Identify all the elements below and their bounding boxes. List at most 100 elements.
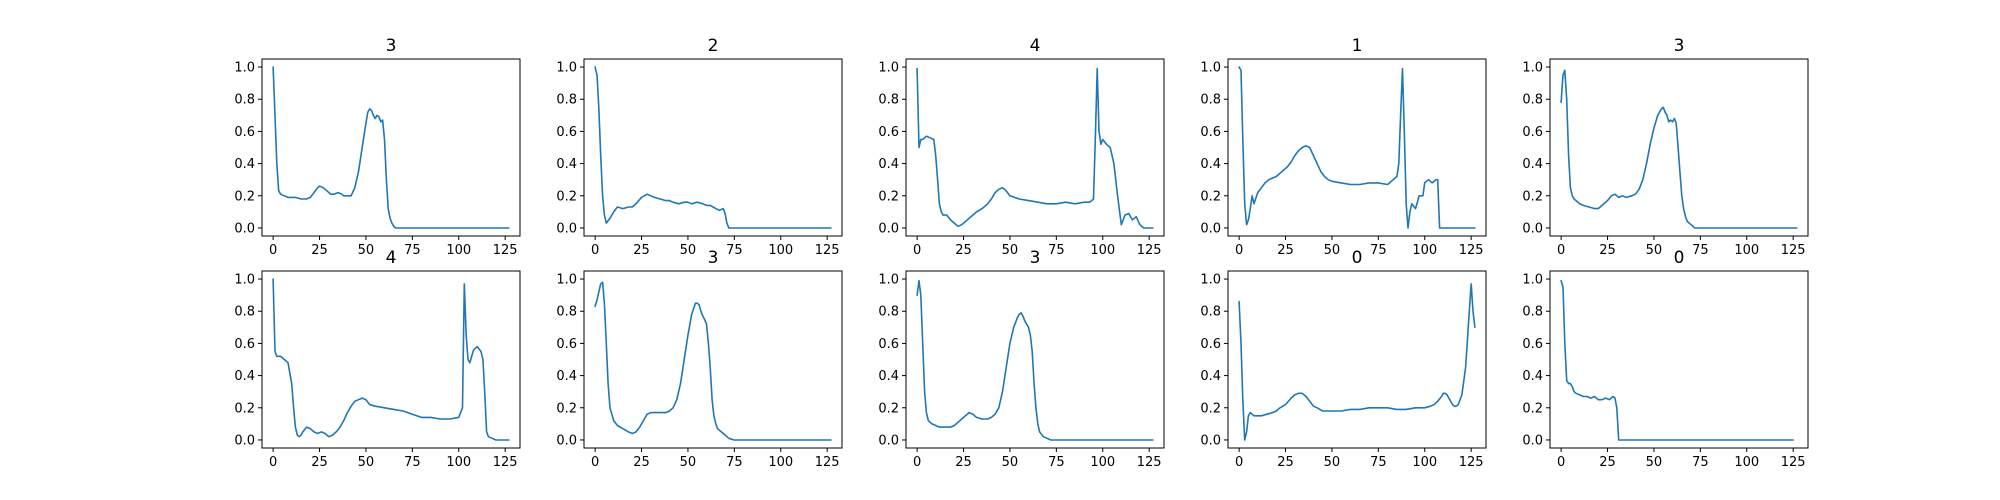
x-tick-label: 75 [1048,455,1065,470]
y-tick-label: 0.6 [1522,125,1543,140]
axes-frame [261,270,521,449]
x-tick-label: 0 [1557,243,1565,258]
series-line [916,279,1154,441]
y-tick-label: 1.0 [878,61,899,76]
x-tick-label: 25 [311,243,328,258]
y-tick-label: 1.0 [1522,273,1543,288]
subplot-title: 3 [708,248,719,268]
x-tick-label: 25 [955,243,972,258]
y-tick-label: 0.2 [234,189,255,204]
series-line [916,67,1154,229]
x-tick-label: 75 [1692,243,1709,258]
y-tick-label: 0.6 [1200,125,1221,140]
x-tick-label: 125 [1781,243,1806,258]
y-tick-label: 0.2 [1522,189,1543,204]
subplot-5: 3 0.0 0.2 0.4 0.6 0.8 1.0 0 25 50 75 100 125 [1522,36,1809,258]
x-tick-label: 25 [1599,455,1616,470]
x-tick-label: 0 [1235,243,1243,258]
y-tick-label: 0.2 [556,189,577,204]
x-tick-label: 0 [1557,455,1565,470]
y-tick-label: 0.8 [1200,93,1221,108]
x-tick-label: 75 [1370,455,1387,470]
axes-frame [905,58,1165,237]
x-tick-label: 125 [815,455,840,470]
x-tick-label: 100 [1090,243,1115,258]
subplot-9: 0 0.0 0.2 0.4 0.6 0.8 1.0 0 25 50 75 100 125 [1200,248,1487,470]
y-tick-label: 0.4 [556,369,577,384]
x-tick-label: 0 [269,243,277,258]
x-tick-label: 125 [1459,455,1484,470]
subplot-7: 3 0.0 0.2 0.4 0.6 0.8 1.0 0 25 50 75 100 125 [556,248,843,470]
x-tick-label: 100 [1090,455,1115,470]
y-tick-label: 0.4 [1200,157,1221,172]
y-tick-label: 0.6 [556,125,577,140]
axes-frame [1549,270,1809,449]
y-tick-label: 0.6 [234,125,255,140]
subplot-title: 3 [386,36,397,56]
y-tick-label: 0.8 [1200,305,1221,320]
y-tick-label: 0.8 [556,93,577,108]
subplot-title: 4 [1030,36,1041,56]
x-tick-label: 125 [1137,455,1162,470]
x-tick-label: 25 [1277,243,1294,258]
y-tick-label: 0.4 [1200,369,1221,384]
x-tick-label: 25 [633,455,650,470]
x-tick-label: 50 [358,455,375,470]
x-tick-label: 125 [493,455,518,470]
axes-frame [1227,58,1487,237]
x-tick-label: 0 [913,243,921,258]
subplot-4: 1 0.0 0.2 0.4 0.6 0.8 1.0 0 25 50 75 100 125 [1200,36,1487,258]
x-tick-label: 100 [1412,243,1437,258]
x-tick-label: 125 [815,243,840,258]
x-tick-label: 50 [680,243,697,258]
x-tick-label: 75 [1692,455,1709,470]
y-tick-label: 0.2 [878,401,899,416]
x-tick-label: 50 [680,455,697,470]
subplot-8: 3 0.0 0.2 0.4 0.6 0.8 1.0 0 25 50 75 100 125 [878,248,1165,470]
x-tick-label: 25 [1599,243,1616,258]
x-tick-label: 50 [358,243,375,258]
y-tick-label: 0.0 [556,433,577,448]
x-tick-label: 0 [591,455,599,470]
x-tick-label: 50 [1646,455,1663,470]
y-tick-label: 0.0 [1522,433,1543,448]
y-tick-label: 0.8 [878,93,899,108]
y-tick-label: 1.0 [234,273,255,288]
axes-frame [583,270,843,449]
y-tick-label: 0.8 [234,305,255,320]
axes-frame [583,58,843,237]
y-tick-label: 1.0 [1522,61,1543,76]
x-tick-label: 0 [1235,455,1243,470]
y-tick-label: 0.4 [556,157,577,172]
y-tick-label: 0.2 [1200,401,1221,416]
x-tick-label: 50 [1324,455,1341,470]
x-tick-label: 100 [1734,243,1759,258]
y-tick-label: 0.6 [878,125,899,140]
y-tick-label: 0.8 [1522,305,1543,320]
x-tick-label: 0 [269,455,277,470]
x-tick-label: 100 [768,243,793,258]
y-tick-label: 1.0 [1200,61,1221,76]
axes-frame [1227,270,1487,449]
x-tick-label: 100 [446,243,471,258]
x-tick-label: 25 [311,455,328,470]
x-tick-label: 50 [1646,243,1663,258]
x-tick-label: 75 [404,243,421,258]
y-tick-label: 0.0 [556,221,577,236]
subplot-title: 0 [1674,248,1685,268]
x-tick-label: 100 [1734,455,1759,470]
subplot-3: 4 0.0 0.2 0.4 0.6 0.8 1.0 0 25 50 75 100 125 [878,36,1165,258]
y-tick-label: 1.0 [878,273,899,288]
y-tick-label: 0.6 [234,337,255,352]
x-tick-label: 25 [633,243,650,258]
x-tick-label: 100 [1412,455,1437,470]
y-tick-label: 1.0 [556,273,577,288]
subplot-title: 1 [1352,36,1363,56]
series-line [1560,69,1798,229]
y-tick-label: 0.2 [1200,189,1221,204]
subplot-title: 0 [1352,248,1363,268]
y-tick-label: 0.0 [1200,221,1221,236]
x-tick-label: 100 [446,455,471,470]
x-tick-label: 75 [404,455,421,470]
series-line [1238,283,1476,441]
